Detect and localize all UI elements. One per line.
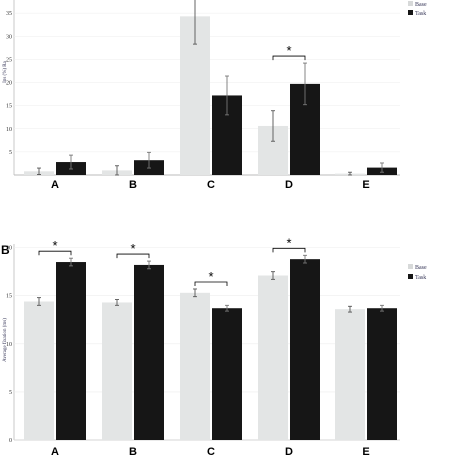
significance-bracket [116, 253, 150, 259]
bar-base [180, 292, 210, 440]
category-label: C [207, 179, 215, 191]
bar-task [367, 308, 397, 440]
significance-star: * [130, 241, 135, 256]
y-axis-label: Ins (%) Ra [3, 60, 8, 82]
legend-label-task: Task [415, 275, 426, 281]
y-tick-label: 25 [6, 57, 12, 63]
legend-label-base: Base [415, 2, 427, 8]
y-tick-label: 15 [6, 104, 12, 110]
legend-swatch-task [408, 274, 413, 279]
y-tick-label: 30 [6, 34, 12, 40]
significance-bracket [194, 281, 228, 286]
y-tick-label: 35 [6, 11, 12, 17]
bar-base [258, 275, 288, 440]
panel-letter: B [1, 243, 10, 257]
bar-base [102, 302, 132, 440]
y-tick-label: 5 [9, 390, 12, 396]
category-label: A [51, 179, 59, 191]
y-tick-label: 10 [6, 127, 12, 133]
bar-task [56, 262, 86, 440]
significance-star: * [52, 238, 57, 253]
legend-label-task: Task [415, 11, 426, 17]
significance-star: * [208, 269, 213, 284]
category-label: B [129, 179, 137, 191]
y-axis-label: Average fixation (ms) [3, 318, 8, 362]
significance-bracket [38, 250, 72, 256]
legend-swatch-task [408, 10, 413, 15]
y-tick-label: 20 [6, 81, 12, 87]
bar-base [24, 301, 54, 440]
legend-swatch-base [408, 264, 413, 269]
significance-star: * [286, 43, 291, 58]
panel-b-chart: B 0 5 10 15 20 Average fixation (ms) A B C D E * * * * B… [1, 235, 427, 458]
y-tick-label: 10 [6, 342, 12, 348]
bar-task [290, 259, 320, 440]
y-tick-label: 0 [9, 438, 12, 444]
category-label: E [362, 179, 369, 191]
category-label: B [129, 446, 137, 458]
legend-swatch-base [408, 1, 413, 6]
category-label: C [207, 446, 215, 458]
significance-star: * [286, 235, 291, 250]
category-label: A [51, 446, 59, 458]
panel-a-chart: 5 10 15 20 25 30 35 Ins (%) Ra A B C D E * Base Task [3, 0, 427, 191]
category-label: E [362, 446, 369, 458]
legend-label-base: Base [415, 265, 427, 271]
y-tick-label: 5 [9, 150, 12, 156]
category-label: D [285, 179, 293, 191]
y-tick-label: 15 [6, 294, 12, 300]
significance-bracket [272, 55, 306, 61]
bar-task [134, 264, 164, 440]
significance-bracket [272, 247, 306, 253]
category-label: D [285, 446, 293, 458]
bar-base [335, 309, 365, 440]
y-tick-label: 20 [6, 246, 12, 252]
bar-task [212, 308, 242, 440]
